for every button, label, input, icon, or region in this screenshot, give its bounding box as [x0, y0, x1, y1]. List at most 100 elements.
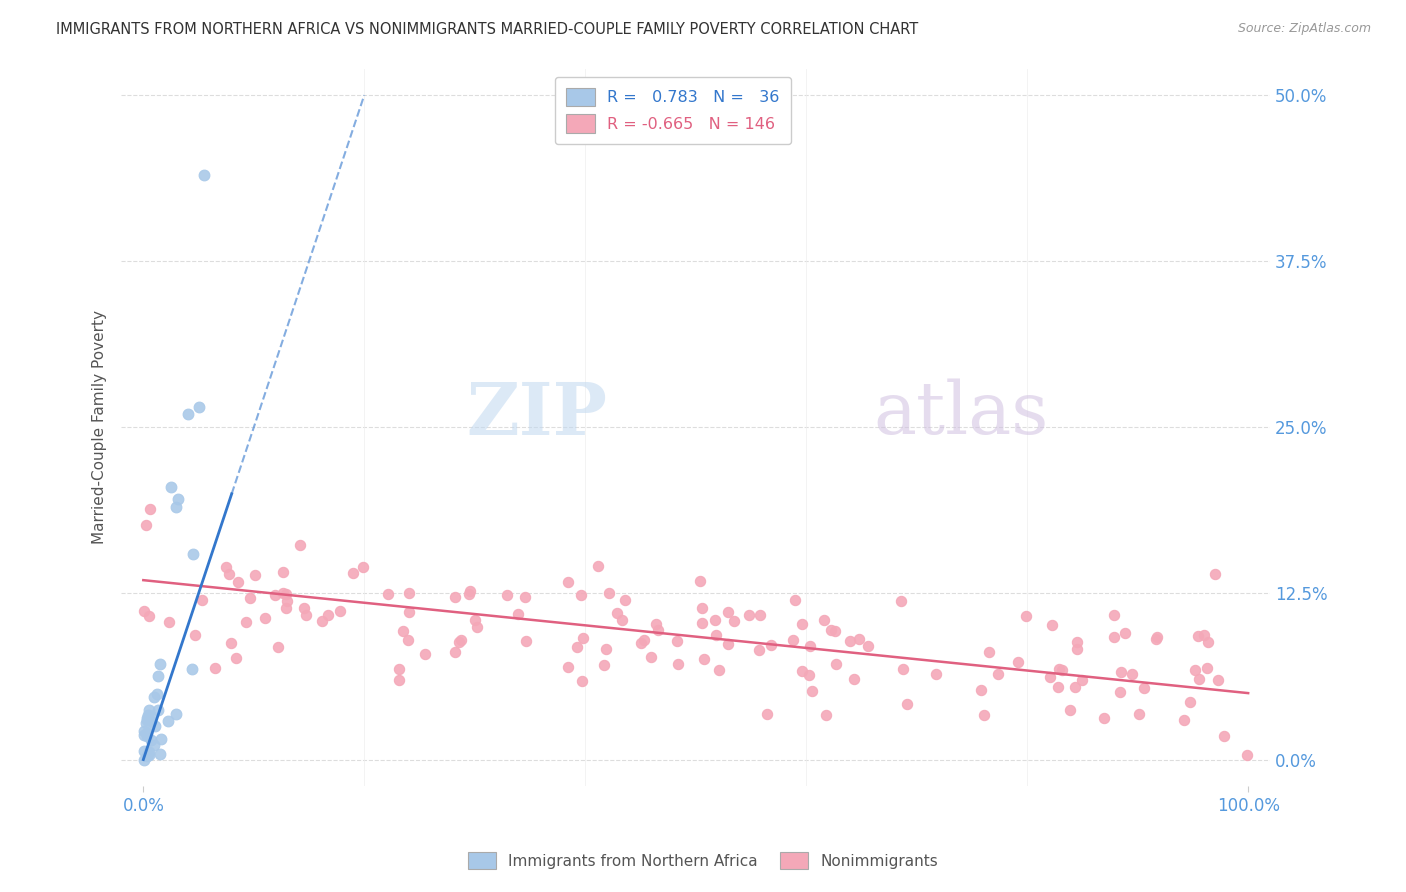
Point: [890, 594, 912, 608]
Point: [606, 606, 628, 620]
Point: [132, 728, 155, 742]
Point: [191, 593, 214, 607]
Point: [666, 634, 689, 648]
Point: [703, 613, 725, 627]
Text: IMMIGRANTS FROM NORTHERN AFRICA VS NONIMMIGRANTS MARRIED-COUPLE FAMILY POVERTY C: IMMIGRANTS FROM NORTHERN AFRICA VS NONIM…: [56, 22, 918, 37]
Point: [495, 588, 517, 602]
Legend: R =   0.783   N =   36, R = -0.665   N = 146: R = 0.783 N = 36, R = -0.665 N = 146: [554, 77, 792, 144]
Point: [135, 711, 157, 725]
Point: [165, 706, 187, 721]
Point: [593, 657, 616, 672]
Point: [557, 574, 579, 589]
Point: [666, 657, 689, 671]
Point: [138, 747, 160, 762]
Point: [218, 566, 240, 581]
Point: [709, 663, 731, 677]
Point: [515, 634, 537, 648]
Point: [1178, 695, 1201, 709]
Point: [464, 613, 486, 627]
Point: [146, 669, 169, 683]
Point: [184, 628, 207, 642]
Point: [143, 719, 166, 733]
Point: [458, 584, 481, 599]
Text: atlas: atlas: [873, 379, 1049, 450]
Point: [292, 601, 315, 615]
Point: [134, 744, 156, 758]
Point: [1197, 635, 1219, 649]
Point: [136, 707, 159, 722]
Point: [1236, 747, 1258, 762]
Point: [1114, 626, 1136, 640]
Point: [176, 407, 198, 421]
Point: [640, 649, 662, 664]
Point: [690, 615, 713, 630]
Point: [557, 660, 579, 674]
Point: [598, 586, 620, 600]
Point: [723, 614, 745, 628]
Point: [166, 500, 188, 514]
Point: [925, 667, 948, 681]
Point: [136, 726, 159, 740]
Point: [271, 565, 294, 579]
Point: [896, 698, 918, 712]
Point: [276, 593, 298, 607]
Point: [704, 627, 727, 641]
Point: [149, 747, 172, 761]
Point: [647, 623, 669, 637]
Point: [820, 623, 842, 637]
Point: [316, 607, 339, 622]
Point: [1066, 641, 1088, 656]
Point: [1204, 566, 1226, 581]
Point: [1071, 673, 1094, 688]
Point: [1104, 607, 1126, 622]
Point: [569, 588, 592, 602]
Point: [797, 668, 820, 682]
Point: [139, 733, 162, 747]
Point: [848, 632, 870, 647]
Point: [148, 703, 170, 717]
Text: ZIP: ZIP: [467, 378, 607, 450]
Point: [135, 517, 157, 532]
Point: [717, 637, 740, 651]
Point: [288, 538, 311, 552]
Legend: Immigrants from Northern Africa, Nonimmigrants: Immigrants from Northern Africa, Nonimmi…: [463, 846, 943, 875]
Point: [987, 667, 1010, 681]
Point: [1109, 665, 1132, 679]
Point: [1066, 634, 1088, 648]
Point: [157, 615, 180, 629]
Point: [749, 608, 772, 623]
Point: [219, 635, 242, 649]
Point: [204, 661, 226, 675]
Point: [1195, 661, 1218, 675]
Point: [160, 480, 183, 494]
Point: [1132, 681, 1154, 696]
Point: [136, 729, 159, 743]
Point: [274, 601, 297, 615]
Point: [790, 665, 813, 679]
Point: [193, 168, 215, 182]
Point: [465, 620, 488, 634]
Point: [613, 592, 636, 607]
Point: [132, 604, 155, 618]
Point: [391, 624, 413, 638]
Point: [149, 657, 172, 671]
Point: [214, 560, 236, 574]
Point: [1092, 711, 1115, 725]
Point: [717, 605, 740, 619]
Point: [388, 673, 411, 687]
Point: [1039, 669, 1062, 683]
Point: [226, 575, 249, 590]
Point: [856, 639, 879, 653]
Point: [565, 640, 588, 654]
Point: [444, 591, 467, 605]
Point: [844, 672, 866, 686]
Point: [138, 703, 160, 717]
Point: [1192, 628, 1215, 642]
Point: [138, 608, 160, 623]
Point: [139, 714, 162, 729]
Point: [1040, 618, 1063, 632]
Point: [748, 643, 770, 657]
Point: [235, 615, 257, 629]
Point: [134, 753, 156, 767]
Point: [1007, 655, 1029, 669]
